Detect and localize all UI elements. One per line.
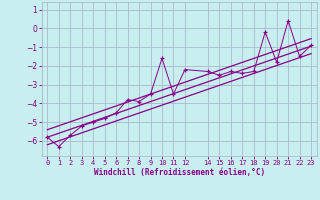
X-axis label: Windchill (Refroidissement éolien,°C): Windchill (Refroidissement éolien,°C) — [94, 168, 265, 177]
